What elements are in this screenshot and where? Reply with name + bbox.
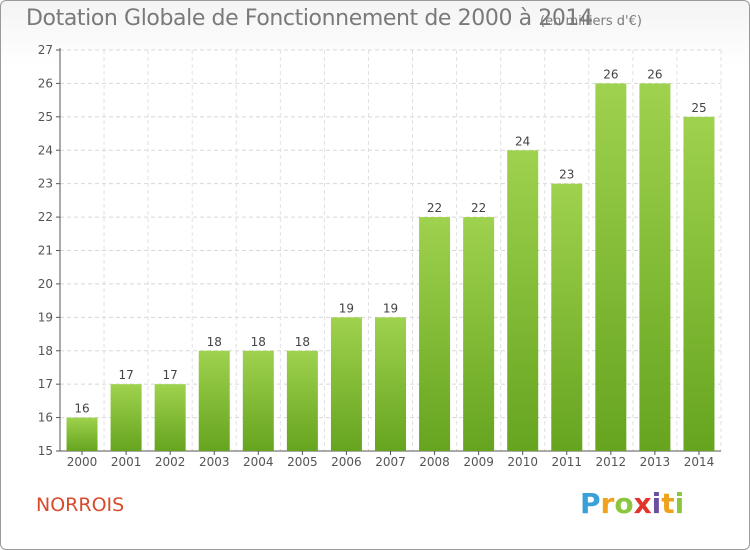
bar-2003	[198, 350, 230, 451]
data-label-2000: 16	[74, 402, 89, 416]
y-tick-label: 27	[38, 43, 53, 57]
x-tick-label-2005: 2005	[287, 455, 318, 469]
bar-2006	[330, 317, 362, 451]
x-tick-label-2001: 2001	[111, 455, 142, 469]
x-tick-label-2000: 2000	[67, 455, 98, 469]
commune-name: NORROIS	[36, 494, 125, 516]
bar-2012	[595, 83, 627, 452]
data-label-2001: 17	[118, 368, 133, 382]
bar-2004	[242, 350, 274, 451]
x-tick-label-2003: 2003	[199, 455, 230, 469]
data-label-2003: 18	[207, 335, 222, 349]
y-tick-label: 25	[38, 110, 53, 124]
data-label-2011: 23	[559, 168, 574, 182]
x-tick-label-2013: 2013	[640, 455, 671, 469]
y-tick-label: 15	[38, 444, 53, 458]
y-tick-label: 21	[38, 244, 53, 258]
y-tick-label: 24	[38, 143, 53, 157]
axes: 15 16 17 18 19 20 21 22 23 24 25 26 27 2000 2001 2002 20…	[38, 43, 721, 469]
x-tick-label-2009: 2009	[463, 455, 494, 469]
y-tick-label: 18	[38, 344, 53, 358]
x-tick-label-2004: 2004	[243, 455, 274, 469]
data-label-2004: 18	[251, 335, 266, 349]
data-label-2005: 18	[295, 335, 310, 349]
y-tick-label: 19	[38, 310, 53, 324]
x-tick-label-2008: 2008	[419, 455, 450, 469]
data-label-2014: 25	[691, 101, 706, 115]
x-tick-label-2014: 2014	[684, 455, 715, 469]
x-tick-label-2007: 2007	[375, 455, 406, 469]
data-labels: 16 17 17 18 18 18 19 19 22 22 24 23 26 26 25	[74, 67, 706, 415]
bar-2014	[683, 116, 715, 451]
proxiti-logo: Proxiti	[580, 487, 685, 520]
bar-2005	[286, 350, 318, 451]
data-label-2006: 19	[339, 301, 354, 315]
y-tick-label: 26	[38, 76, 53, 90]
y-tick-label: 22	[38, 210, 53, 224]
y-tick-label: 17	[38, 377, 53, 391]
x-tick-label-2010: 2010	[507, 455, 538, 469]
x-tick-label-2006: 2006	[331, 455, 362, 469]
bar-2008	[419, 217, 451, 451]
data-label-2013: 26	[647, 67, 662, 81]
data-label-2008: 22	[427, 201, 442, 215]
data-label-2009: 22	[471, 201, 486, 215]
x-tick-label-2002: 2002	[155, 455, 186, 469]
bar-2013	[639, 83, 671, 452]
bars	[66, 83, 715, 452]
y-tick-label: 20	[38, 277, 53, 291]
bar-2001	[110, 384, 142, 451]
bar-2009	[463, 217, 495, 451]
data-label-2002: 17	[163, 368, 178, 382]
x-tick-label-2012: 2012	[596, 455, 627, 469]
y-tick-label: 23	[38, 177, 53, 191]
bar-2007	[375, 317, 406, 451]
x-tick-label-2011: 2011	[551, 455, 582, 469]
bar-2011	[551, 183, 583, 451]
data-label-2010: 24	[515, 134, 530, 148]
bar-2002	[154, 384, 186, 451]
data-label-2007: 19	[383, 301, 398, 315]
bar-2000	[66, 417, 98, 451]
chart-title: Dotation Globale de Fonctionnement de 20…	[26, 6, 593, 31]
data-label-2012: 26	[603, 67, 618, 81]
bar-2010	[507, 150, 539, 451]
y-tick-label: 16	[38, 411, 53, 425]
chart-subtitle: (en milliers d'€)	[540, 14, 642, 29]
